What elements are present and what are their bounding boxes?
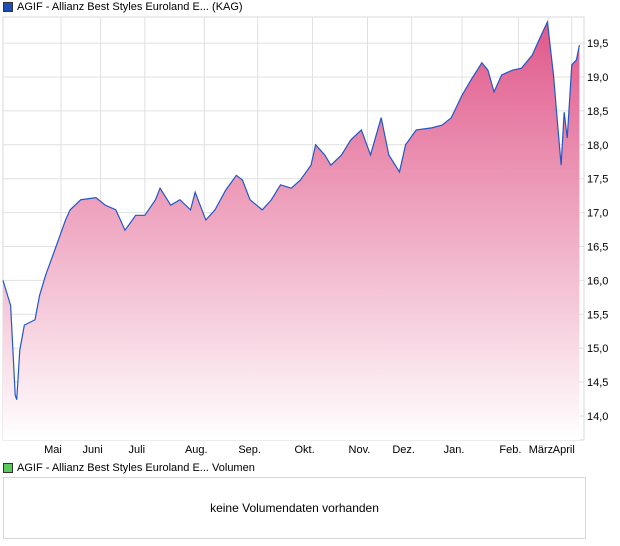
price-area — [3, 22, 580, 440]
x-tick-label: Feb. — [499, 444, 521, 456]
price-legend: AGIF - Allianz Best Styles Euroland E...… — [3, 1, 243, 13]
y-tick-label: 17,5 — [587, 174, 608, 186]
y-tick-label: 15,0 — [587, 343, 608, 355]
x-tick-label: Okt. — [294, 444, 314, 456]
x-tick-label: Aug. — [185, 444, 208, 456]
x-tick-label: März — [529, 444, 553, 456]
x-tick-label: Dez. — [392, 444, 415, 456]
y-tick-label: 17,0 — [587, 208, 608, 220]
x-tick-label: Jan. — [444, 444, 465, 456]
price-legend-swatch — [3, 2, 13, 12]
x-tick-label: Juli — [129, 444, 146, 456]
y-tick-label: 18,5 — [587, 106, 608, 118]
y-tick-label: 15,5 — [587, 309, 608, 321]
y-tick-label: 19,0 — [587, 72, 608, 84]
x-tick-label: Sep. — [238, 444, 261, 456]
price-legend-label: AGIF - Allianz Best Styles Euroland E...… — [17, 1, 243, 13]
volume-chart: keine Volumendaten vorhanden — [3, 477, 586, 539]
y-tick-label: 16,5 — [587, 242, 608, 254]
x-tick-label: Nov. — [349, 444, 371, 456]
y-tick-label: 14,5 — [587, 377, 608, 389]
price-chart: 14,0 14,5 15,0 15,5 16,0 16,5 17,0 17,5 18,0 18,5… — [2, 16, 608, 456]
volume-legend-swatch — [3, 463, 13, 473]
y-tick-label: 14,0 — [587, 411, 608, 423]
x-tick-label: Juni — [83, 444, 103, 456]
no-volume-message: keine Volumendaten vorhanden — [210, 501, 379, 515]
volume-legend: AGIF - Allianz Best Styles Euroland E...… — [3, 462, 255, 474]
y-tick-label: 19,5 — [587, 38, 608, 50]
y-tick-label: 16,0 — [587, 275, 608, 287]
volume-legend-label: AGIF - Allianz Best Styles Euroland E...… — [17, 462, 255, 474]
y-tick-label: 18,0 — [587, 140, 608, 152]
x-tick-label: Mai — [44, 444, 62, 456]
x-tick-label: April — [553, 444, 575, 456]
